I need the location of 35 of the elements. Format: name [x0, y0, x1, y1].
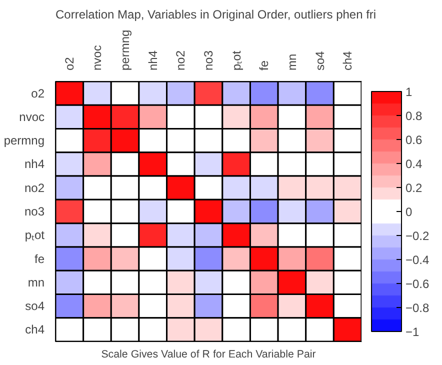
y-tick-label: mn [28, 275, 44, 290]
color-bar-label: 0.8 [406, 109, 423, 123]
y-tick-label: o2 [31, 86, 45, 100]
x-tick-label: so4 [312, 50, 327, 70]
y-tick-label: nh4 [24, 157, 45, 172]
x-tick-label: no3 [202, 50, 216, 70]
x-tick-label: nh4 [146, 50, 160, 70]
y-tick-label: fe [34, 252, 45, 266]
color-bar-label: 0.2 [406, 181, 423, 195]
x-tick-label: nvoc [90, 45, 104, 70]
color-bar-label: −0.6 [406, 277, 430, 291]
color-bar-label: −1 [406, 325, 420, 339]
color-bar-label: −0.4 [406, 253, 430, 267]
color-bar-label: 1 [406, 85, 412, 99]
color-bar-label: 0.4 [406, 157, 423, 171]
color-bar-label: −0.2 [406, 229, 430, 243]
x-tick-label: pₜot [229, 50, 244, 70]
color-bar-label: −0.8 [406, 301, 430, 315]
chart-title: Correlation Map, Variables in Original Order, outliers phen fri [56, 8, 376, 22]
y-tick-label: ch4 [25, 322, 45, 337]
x-tick-label: permng [118, 30, 132, 70]
x-tick-label: mn [284, 54, 299, 70]
y-tick-label: no3 [24, 204, 45, 218]
y-tick-label: nvoc [19, 110, 45, 124]
x-tick-label: fe [257, 60, 272, 70]
y-tick-label: no2 [24, 180, 45, 195]
color-bar-label: 0.6 [406, 133, 423, 147]
color-bar-label: 0 [406, 205, 412, 219]
x-tick-label: o2 [62, 56, 76, 70]
x-tick-label: no2 [174, 50, 188, 70]
y-tick-label: permng [4, 134, 44, 148]
y-tick-label: pₜot [24, 228, 46, 242]
x-axis-title: Scale Gives Value of R for Each Variable Pair [101, 348, 316, 360]
y-tick-label: so4 [25, 299, 45, 314]
x-tick-label: ch4 [340, 50, 355, 70]
